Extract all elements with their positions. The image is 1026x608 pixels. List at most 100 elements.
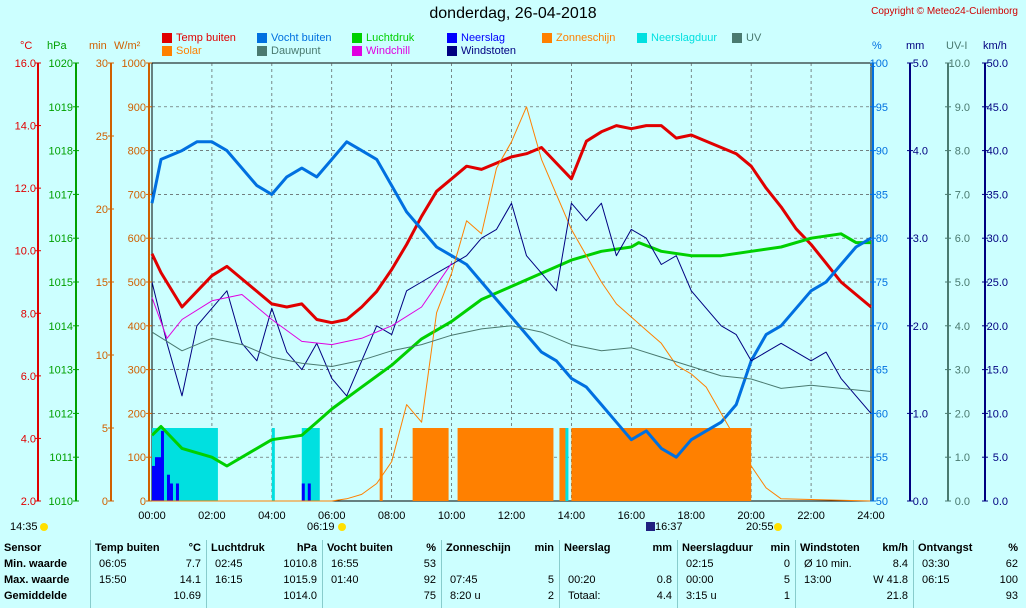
stats-column-header: Vocht buiten% [323,540,442,556]
x-tick-label: 02:00 [198,510,226,522]
legend-item: UV [732,32,761,44]
stats-value: 4.4 [656,590,672,602]
y-tick-label-minutes: 15 [96,277,108,289]
series-windchill [151,262,453,346]
y-tick-label-temp: 8.0 [21,308,36,320]
legend-label: Solar [176,45,202,57]
stats-row [442,556,560,572]
legend-label: Zonneschijn [556,32,616,44]
stats-value: 1010.8 [283,558,317,570]
bar-neerslagduur [301,428,320,501]
copyright-text: Copyright © Meteo24-Culemborg [871,6,1018,17]
y-tick-label-wind: 10.0 [987,408,1008,420]
series-solar [152,106,872,502]
y-tick-label-wind: 50.0 [987,58,1008,70]
stats-column: Temp buiten °C 06:05 7.7 15:50 14.1 10.69 [90,540,207,608]
stats-time: 02:15 [686,558,714,570]
stats-value: 2 [547,590,554,602]
stats-column-unit: min [534,542,554,554]
row-label-avg: Gemiddelde [4,590,67,602]
y-tick-label-rain: 1.0 [913,408,928,420]
stats-time: 13:00 [804,574,832,586]
stats-time: 06:05 [99,558,127,570]
stats-row: 03:30 62 [914,556,1024,572]
y-tick-label-minutes: 25 [96,131,108,143]
legend-item: Zonneschijn [542,32,615,44]
sunrise-icon [338,523,346,531]
bar-neerslagduur [271,428,275,501]
stats-value: 0.8 [656,574,672,586]
sunrise-time: 06:19 [307,521,335,533]
stats-column-header: Temp buiten °C [91,540,207,556]
stats-value: 8.4 [892,558,908,570]
stats-column: Luchtdruk hPa 02:45 1010.8 16:15 1015.9 1014.0 [206,540,323,608]
stats-row: 16:55 53 [323,556,442,572]
y-tick-label-solar: 600 [128,233,146,245]
weather-chart: 00:00 02:00 04:00 06:00 08:00 10:00 12:00 14:00… [15,58,1008,522]
stats-value: 1015.9 [283,574,317,586]
daylength-text: 14:35 [10,521,38,533]
legend-swatch [257,33,267,43]
bar-neerslag [166,474,170,501]
stats-value: 100 [999,574,1018,586]
legend-swatch [162,33,172,43]
axis-unit-uv: UV-I [946,40,968,52]
stats-column: Neerslag mm 00:20 0.8 Totaal: 4.4 [559,540,678,608]
legend-swatch [542,33,552,43]
bar-zonneschijn [457,428,554,501]
legend-swatch [447,33,457,43]
stats-column-header: Neerslag mm [560,540,678,556]
y-tick-label-wind: 35.0 [987,189,1008,201]
bar-neerslag [175,483,179,501]
legend-label: Temp buiten [176,32,236,44]
y-tick-label-minutes: 5 [102,423,108,435]
solar-noon-icon [646,522,655,531]
legend-item: Neerslag [447,32,505,44]
y-tick-label-uv: 5.0 [955,277,970,289]
y-tick-label-uv: 7.0 [955,189,970,201]
series-windstoten [151,202,872,414]
stats-row: 16:15 1015.9 [207,572,323,588]
y-tick-label-minutes: 10 [96,350,108,362]
stats-value: 1014.0 [283,590,317,602]
bar-zonneschijn [379,428,383,501]
stats-value: 75 [423,590,436,602]
stats-column-unit: % [426,542,436,554]
y-tick-label-rain: 4.0 [913,146,928,158]
stats-row: 02:45 1010.8 [207,556,323,572]
series-luchtdruk [150,232,871,468]
axis-unit-min: min [89,40,107,52]
stats-column: Neerslagduur min 02:15 0 00:00 5 3:15 u 1 [677,540,796,608]
y-tick-label-temp: 14.0 [15,121,36,133]
stats-column: Zonneschijn min 07:45 5 8:20 u 2 [441,540,560,608]
y-tick-label-hum: 90 [876,146,888,158]
legend-swatch [637,33,647,43]
y-tick-label-hum: 75 [876,277,888,289]
stats-time: Totaal: [568,590,601,602]
y-tick-label-wind: 25.0 [987,277,1008,289]
stats-row: 00:00 5 [678,572,796,588]
x-tick-label: 10:00 [438,510,466,522]
legend-swatch [352,46,362,56]
sun-icon [40,523,48,531]
y-tick-label-temp: 4.0 [21,433,36,445]
stats-column: Vocht buiten% 16:55 53 01:40 92 75 [322,540,442,608]
stats-row: 93 [914,588,1024,604]
x-tick-label: 24:00 [857,510,885,522]
stats-value: 10.69 [173,590,201,602]
stats-row: 00:20 0.8 [560,572,678,588]
stats-row: 01:40 92 [323,572,442,588]
y-tick-label-hum: 100 [870,58,888,70]
legend-label: Neerslag [461,32,506,44]
y-tick-label-temp: 10.0 [15,246,36,258]
y-tick-label-wind: 30.0 [987,233,1008,245]
y-tick-label-solar: 800 [128,146,146,158]
row-label-sensor: Sensor [4,542,42,554]
legend-swatch [162,46,172,56]
y-tick-label-minutes: 0 [102,496,108,508]
row-labels: Sensor Min. waarde Max. waarde Gemiddeld… [4,540,90,608]
stats-column-header: Neerslagduur min [678,540,796,556]
stats-value: 5 [547,574,554,586]
y-tick-label-temp: 6.0 [21,371,36,383]
y-tick-label-uv: 10.0 [949,58,970,70]
